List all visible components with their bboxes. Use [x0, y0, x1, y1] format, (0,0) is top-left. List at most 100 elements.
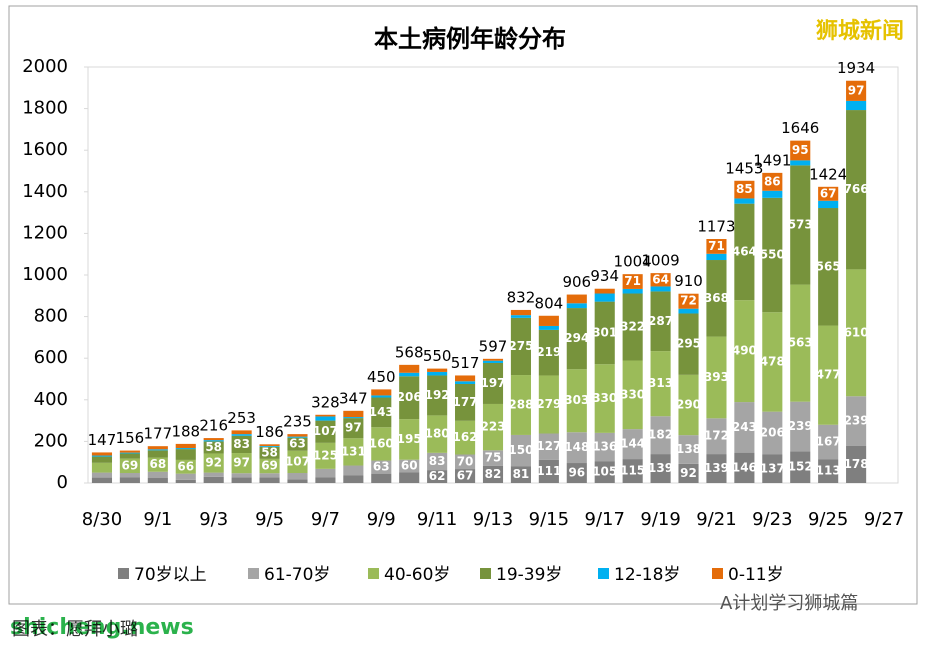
bar-segment: [231, 435, 252, 454]
bar-segment: [147, 450, 168, 458]
bar-segment: [734, 180, 755, 199]
bar-segment: [790, 140, 811, 161]
bar-segment: [846, 100, 867, 111]
total-label: 804: [535, 294, 564, 312]
legend-swatch: [598, 568, 609, 579]
data-label: 178: [844, 457, 869, 471]
x-tick-label: 9/17: [585, 509, 625, 530]
total-label: 1646: [781, 119, 819, 137]
bar-segment: [343, 410, 364, 418]
y-tick-label: 800: [34, 306, 68, 327]
total-label: 328: [311, 393, 340, 411]
data-label: 69: [261, 459, 278, 473]
bar-segment: [482, 360, 504, 363]
bar-segment: [538, 459, 559, 483]
bar-segment: [427, 452, 448, 471]
site-watermark: shicheng.news: [10, 615, 194, 640]
bar-segment: [315, 414, 336, 417]
total-label: 597: [479, 337, 508, 355]
data-label: 139: [704, 461, 729, 475]
bar-segment: [594, 293, 615, 302]
total-label: 1491: [753, 151, 791, 169]
bar-segment: [371, 389, 392, 396]
data-label: 219: [536, 345, 561, 359]
data-label: 477: [816, 368, 841, 382]
bar-segment: [315, 468, 336, 478]
bar-segment: [427, 415, 448, 453]
bar-segment: [818, 325, 839, 425]
x-tick-label: 9/25: [808, 509, 848, 530]
bar-segment: [231, 473, 252, 478]
data-label: 63: [289, 437, 306, 451]
data-label: 66: [177, 459, 194, 473]
bar-segment: [678, 313, 699, 375]
bar-segment: [455, 381, 476, 384]
data-label: 139: [648, 461, 673, 475]
bar-segment: [566, 303, 587, 309]
data-label: 162: [453, 430, 478, 444]
data-label: 294: [564, 331, 589, 345]
bar-segment: [203, 476, 224, 483]
total-label: 906: [562, 273, 591, 291]
bar-segment: [510, 309, 531, 316]
bar-segment: [147, 457, 168, 472]
bar-segment: [482, 358, 504, 361]
bar-segment: [510, 434, 531, 467]
data-label: 287: [648, 314, 673, 328]
x-tick-label: 9/9: [367, 509, 396, 530]
bar-segment: [734, 452, 755, 483]
data-label: 107: [285, 454, 310, 468]
data-label: 313: [648, 376, 673, 390]
bar-segment: [566, 432, 587, 464]
y-tick-label: 200: [34, 430, 68, 451]
data-label: 330: [620, 387, 645, 401]
bar-segment: [706, 418, 727, 455]
bar-segment: [482, 450, 504, 466]
bar-segment: [510, 315, 531, 318]
bar-segment: [734, 402, 755, 453]
legend-label: 40-60岁: [384, 565, 450, 585]
bar-segment: [427, 371, 448, 376]
x-tick-label: 9/13: [473, 509, 513, 530]
data-label: 83: [429, 454, 446, 468]
data-label: 95: [792, 143, 809, 157]
bar-segment: [482, 403, 504, 451]
x-tick-label: 9/1: [143, 509, 172, 530]
data-label: 197: [480, 376, 505, 390]
bar-segment: [538, 329, 559, 376]
data-label: 243: [732, 420, 757, 434]
data-label: 206: [760, 426, 785, 440]
bar-segment: [678, 435, 699, 464]
data-label: 60: [401, 458, 418, 472]
data-label: 490: [732, 344, 757, 358]
bar-segment: [175, 479, 196, 483]
total-label: 1004: [614, 253, 652, 271]
data-label: 71: [708, 239, 725, 253]
bar-segment: [371, 397, 392, 428]
bar-segment: [371, 395, 392, 398]
bar-segment: [343, 475, 364, 483]
bar-segment: [119, 458, 140, 474]
x-tick-label: 9/19: [640, 509, 680, 530]
total-label: 1453: [725, 159, 763, 177]
data-label: 69: [122, 458, 139, 472]
chart-title: 本土病例年龄分布: [374, 25, 566, 53]
bar-segment: [399, 376, 420, 420]
bar-segment: [175, 443, 196, 449]
bar-segment: [203, 441, 224, 454]
bar-segment: [762, 454, 783, 483]
bar-segment: [455, 383, 476, 421]
y-tick-label: 400: [34, 389, 68, 410]
bar-segment: [678, 293, 699, 309]
data-label: 105: [592, 465, 617, 479]
data-label: 239: [844, 414, 869, 428]
bar-segment: [259, 458, 280, 474]
bar-segment: [287, 434, 308, 437]
data-label: 75: [485, 451, 502, 465]
bar-segment: [231, 453, 252, 474]
bar-segment: [315, 442, 336, 469]
bar-segment: [790, 284, 811, 402]
bar-segment: [818, 200, 839, 209]
total-label: 177: [144, 425, 173, 443]
total-label: 550: [423, 347, 452, 365]
